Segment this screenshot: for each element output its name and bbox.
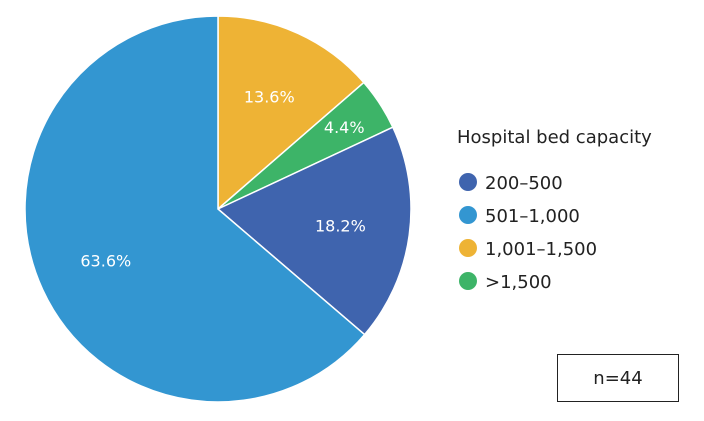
pie-slice-label: 13.6%	[244, 88, 295, 107]
pie-slice-label: 63.6%	[80, 252, 131, 271]
legend-marker	[459, 239, 477, 257]
legend-label: 1,001–1,500	[485, 239, 597, 260]
legend-label: 501–1,000	[485, 206, 580, 227]
legend-label: 200–500	[485, 173, 563, 194]
sample-size-label: n=44	[593, 367, 643, 389]
pie-slice-label: 4.4%	[324, 118, 365, 137]
legend-marker	[459, 206, 477, 224]
pie-slice	[24, 15, 366, 403]
legend-label: >1,500	[485, 272, 552, 293]
legend-item: >1,500	[459, 272, 552, 293]
pie-slice	[217, 15, 365, 211]
pie-slice	[216, 126, 412, 336]
legend-marker	[459, 173, 477, 191]
pie-slice-labels: 13.6% 4.4% 18.2% 63.6%	[80, 88, 365, 271]
legend-title: Hospital bed capacity	[457, 127, 652, 148]
legend: Hospital bed capacity 200–500 501–1,000 1,…	[457, 127, 652, 293]
sample-size-box: n=44	[557, 354, 679, 402]
pie-slices	[24, 15, 412, 403]
pie-slice-label: 18.2%	[315, 217, 366, 236]
legend-marker	[459, 272, 477, 290]
legend-items: 200–500 501–1,000 1,001–1,500 >1,500	[459, 173, 597, 293]
legend-item: 1,001–1,500	[459, 239, 597, 260]
legend-item: 200–500	[459, 173, 563, 194]
legend-item: 501–1,000	[459, 206, 580, 227]
